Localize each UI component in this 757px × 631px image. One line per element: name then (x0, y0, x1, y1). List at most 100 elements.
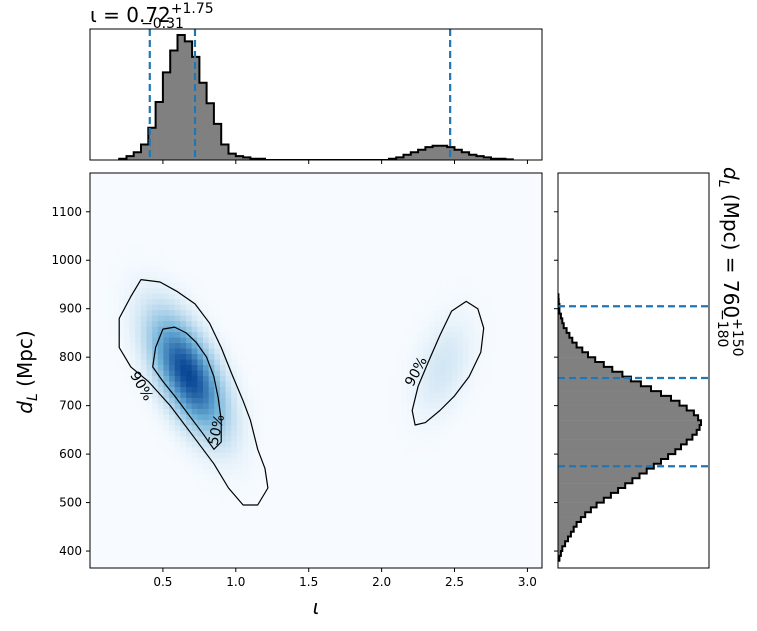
heatmap-cell (276, 249, 283, 256)
heatmap-cell (451, 386, 458, 394)
heatmap-cell (265, 249, 272, 256)
heatmap-cell (316, 485, 323, 492)
heatmap-cell (191, 244, 198, 251)
heatmap-cell (355, 441, 362, 448)
heatmap-cell (293, 315, 300, 322)
heatmap-cell (106, 518, 114, 525)
heatmap-cell (406, 277, 413, 284)
heatmap-cell (378, 343, 385, 350)
heatmap-cell (282, 321, 289, 328)
heatmap-cell (451, 321, 458, 328)
heatmap-cell (118, 397, 125, 405)
heatmap-cell (242, 430, 249, 437)
heatmap-cell (434, 326, 441, 333)
heatmap-cell (429, 491, 436, 498)
heatmap-cell (203, 343, 210, 350)
heatmap-cell (265, 557, 272, 564)
heatmap-cell (265, 277, 272, 284)
heatmap-cell (287, 249, 294, 256)
heatmap-cell (123, 441, 131, 448)
heatmap-cell (186, 392, 193, 399)
heatmap-cell (118, 447, 125, 454)
heatmap-cell (372, 480, 379, 487)
heatmap-cell (248, 266, 255, 273)
heatmap-cell (123, 414, 131, 421)
heatmap-cell (321, 183, 328, 191)
heatmap-cell (163, 540, 170, 547)
heatmap-cell (123, 540, 131, 547)
heatmap-cell (180, 436, 187, 443)
heatmap-cell (248, 277, 255, 284)
heatmap-cell (169, 458, 176, 465)
heatmap-cell (140, 518, 148, 525)
heatmap-cell (157, 321, 165, 328)
heatmap-cell (316, 211, 323, 218)
heatmap-cell (304, 260, 311, 267)
heatmap-cell (468, 337, 475, 344)
heatmap-cell (310, 485, 317, 492)
heatmap-cell (304, 392, 311, 399)
heatmap-cell (112, 359, 119, 366)
heatmap-cell (180, 365, 187, 372)
heatmap-cell (265, 419, 272, 426)
heatmap-cell (423, 430, 430, 437)
heatmap-cell (169, 299, 176, 306)
heatmap-cell (462, 233, 470, 240)
heatmap-cell (146, 310, 153, 317)
heatmap-cell (259, 386, 266, 394)
heatmap-cell (316, 524, 323, 531)
heatmap-cell (248, 359, 255, 366)
heatmap-cell (304, 463, 311, 470)
heatmap-cell (423, 557, 430, 564)
heatmap-cell (361, 419, 368, 426)
heatmap-cell (180, 562, 187, 568)
heatmap-cell (236, 485, 244, 492)
heatmap-cell (417, 365, 424, 372)
heatmap-cell (270, 441, 278, 448)
heatmap-cell (112, 458, 119, 465)
heatmap-cell (344, 458, 351, 465)
heatmap-cell (338, 244, 345, 251)
heatmap-cell (197, 540, 204, 547)
heatmap-cell (191, 343, 198, 350)
heatmap-cell (214, 255, 221, 262)
heatmap-cell (203, 183, 210, 191)
heatmap-cell (208, 375, 215, 383)
heatmap-cell (429, 348, 436, 355)
heatmap-cell (468, 365, 475, 372)
heatmap-cell (259, 403, 266, 410)
top-hist-bar (243, 157, 251, 160)
heatmap-cell (299, 480, 306, 487)
heatmap-cell (242, 375, 249, 383)
heatmap-cell (344, 354, 351, 361)
heatmap-cell (174, 310, 181, 317)
heatmap-cell (140, 381, 148, 388)
heatmap-cell (129, 452, 136, 459)
heatmap-cell (270, 502, 278, 509)
heatmap-cell (321, 540, 328, 547)
heatmap-cell (123, 513, 131, 520)
heatmap-cell (440, 194, 447, 202)
heatmap-cell (248, 299, 255, 306)
heatmap-cell (95, 436, 102, 443)
heatmap-cell (174, 436, 181, 443)
heatmap-cell (157, 425, 165, 432)
heatmap-cell (123, 551, 131, 558)
heatmap-cell (287, 365, 294, 372)
heatmap-cell (457, 304, 464, 311)
heatmap-cell (225, 496, 232, 503)
heatmap-cell (423, 315, 430, 322)
heatmap-cell (163, 535, 170, 542)
heatmap-cell (417, 337, 424, 344)
heatmap-cell (327, 397, 334, 405)
heatmap-cell (259, 480, 266, 487)
heatmap-cell (135, 441, 142, 448)
heatmap-cell (191, 304, 198, 311)
heatmap-cell (197, 205, 204, 213)
heatmap-cell (423, 255, 430, 262)
heatmap-cell (462, 266, 470, 273)
heatmap-cell (400, 299, 407, 306)
heatmap-cell (236, 474, 244, 481)
heatmap-cell (152, 299, 159, 306)
heatmap-cell (287, 480, 294, 487)
